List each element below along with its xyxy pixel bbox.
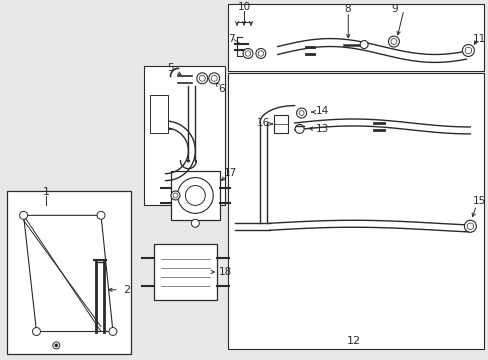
Circle shape — [296, 108, 306, 118]
Circle shape — [462, 45, 473, 57]
Circle shape — [243, 49, 252, 58]
Text: 4: 4 — [155, 114, 162, 124]
Circle shape — [360, 41, 367, 49]
Circle shape — [97, 211, 105, 219]
Text: 1: 1 — [43, 188, 50, 198]
Circle shape — [464, 220, 475, 232]
Bar — [227, 4, 483, 71]
Bar — [143, 66, 224, 206]
Circle shape — [171, 191, 180, 200]
Circle shape — [53, 342, 60, 349]
Circle shape — [245, 51, 250, 56]
Text: 5: 5 — [167, 63, 173, 73]
Circle shape — [211, 75, 217, 81]
Circle shape — [177, 177, 213, 213]
Bar — [170, 171, 220, 220]
Text: 12: 12 — [346, 337, 361, 346]
Text: 18: 18 — [218, 267, 231, 277]
Text: 16: 16 — [257, 118, 270, 128]
Text: 6: 6 — [183, 194, 190, 204]
Circle shape — [197, 73, 207, 84]
Text: 9: 9 — [391, 4, 397, 14]
Circle shape — [255, 49, 265, 58]
Circle shape — [32, 328, 41, 336]
Bar — [153, 244, 217, 300]
Text: 6: 6 — [218, 84, 224, 94]
Polygon shape — [23, 215, 113, 332]
Circle shape — [191, 219, 199, 227]
Bar — [273, 115, 287, 133]
Circle shape — [20, 211, 27, 219]
Circle shape — [109, 328, 117, 336]
Circle shape — [295, 125, 304, 134]
Text: 13: 13 — [315, 124, 328, 134]
Text: 14: 14 — [315, 106, 328, 116]
Circle shape — [387, 36, 399, 47]
Text: 10: 10 — [237, 2, 250, 12]
Bar — [149, 95, 167, 133]
Text: 15: 15 — [472, 197, 485, 206]
Circle shape — [199, 75, 205, 81]
Circle shape — [390, 39, 396, 45]
Circle shape — [208, 73, 219, 84]
Circle shape — [299, 111, 304, 116]
Circle shape — [466, 223, 473, 230]
Circle shape — [173, 193, 178, 198]
Text: 2: 2 — [123, 285, 130, 295]
Text: 8: 8 — [343, 4, 350, 14]
Circle shape — [464, 47, 471, 54]
Circle shape — [258, 51, 263, 56]
Circle shape — [55, 344, 58, 347]
Circle shape — [185, 185, 205, 206]
Text: 7: 7 — [227, 33, 234, 44]
Text: 17: 17 — [223, 168, 236, 177]
Text: 11: 11 — [472, 33, 485, 44]
Bar — [227, 73, 483, 349]
Bar — [7, 190, 131, 354]
Text: 3: 3 — [155, 101, 162, 111]
